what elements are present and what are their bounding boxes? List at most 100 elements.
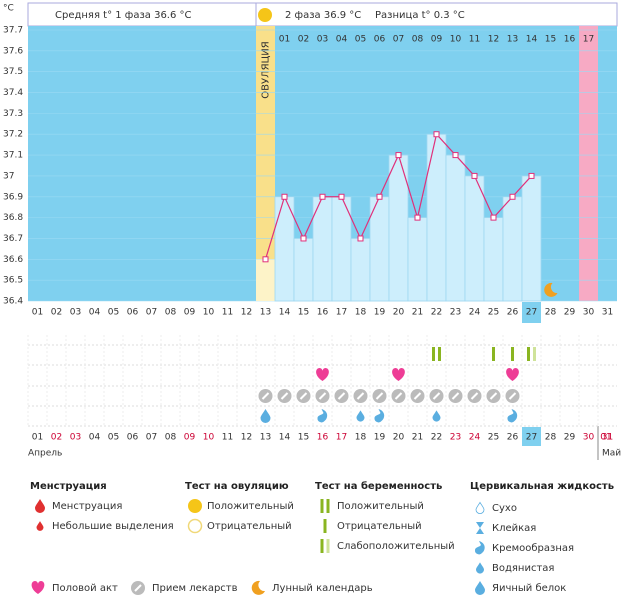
test-bar [527,347,530,361]
calendar-day: 06 [127,433,139,443]
y-tick-label: 36.5 [3,276,23,286]
calendar-day: 28 [545,433,557,443]
y-unit: °C [3,4,14,14]
icon-menstruation [35,499,45,513]
test-bar [326,499,330,513]
test-bar [326,539,330,553]
legend-label: Менструация [52,501,122,512]
day-label: 22 [431,308,442,318]
legend-label: Кремообразная [492,543,574,554]
day-label: 10 [203,308,215,318]
test-bar [533,347,536,361]
icon-egg-white [475,581,485,595]
y-tick-label: 37.3 [3,109,23,119]
y-tick-label: 37.1 [3,151,23,161]
calendar-day: 03 [70,433,81,443]
temp-point [490,214,497,221]
cycle-day: 15 [545,35,556,45]
difference: Разница t° 0.3 °C [375,10,465,21]
month-start: Апрель [28,449,62,459]
hourglass [476,522,484,534]
icon-moon [544,282,558,297]
heart [31,581,45,594]
icon-moon [251,580,265,595]
drop [476,562,484,574]
calendar-day: 31 [602,433,613,443]
day-label: 17 [336,308,347,318]
temp-column [293,238,314,302]
test-bar [432,347,435,361]
calendar-day: 30 [583,433,595,443]
temp-point [528,172,535,179]
legend-label: Отрицательный [337,521,422,532]
day-label: 31 [602,308,613,318]
y-tick-label: 36.4 [3,297,23,307]
y-tick-label: 37.5 [3,67,23,77]
icon-sticky [476,522,484,534]
day-label: 21 [412,308,423,318]
y-tick-label: 37.7 [3,26,23,36]
legend-label: Отрицательный [207,521,292,532]
legend-label: Клейкая [492,523,536,534]
drop [317,409,328,423]
phase2: 2 фаза 36.9 °C [285,10,361,21]
calendar-day: 25 [488,433,499,443]
icon-heart [392,368,405,381]
pill-line [451,392,460,400]
legend-title: Менструация [30,481,107,492]
day-label: 01 [32,308,43,318]
icon-pill [131,581,145,595]
cycle-day: 02 [298,35,309,45]
cycle-day: 09 [431,35,443,45]
calendar-day: 18 [355,433,367,443]
moon [544,282,558,297]
icon-pill [315,389,330,403]
day-label: 14 [279,308,291,318]
cycle-day: 06 [374,35,386,45]
temp-column [483,217,504,302]
temp-point [414,214,421,221]
calendar-day: 29 [564,433,576,443]
temp-column [350,238,371,302]
temp-point [433,131,440,138]
heart [316,368,329,381]
calendar-day: 02 [51,433,62,443]
y-tick-label: 36.6 [3,255,23,265]
calendar-day: 27 [526,433,537,443]
icon-pill [448,389,463,403]
legend-label: Положительный [207,501,294,512]
icon-heart [31,581,45,594]
day-label: 05 [108,308,119,318]
day-label: 08 [165,308,177,318]
icon-pill [429,389,444,403]
cycle-day: 05 [355,35,366,45]
legend-label: Небольшие выделения [52,521,174,532]
icon-pill [391,389,406,403]
drop [356,410,365,422]
moon [251,580,265,595]
drop [36,521,44,531]
day-label: 24 [469,308,481,318]
icon-spotting [36,521,44,531]
legend-label: Прием лекарств [152,583,238,594]
day-label: 25 [488,308,499,318]
pill-line [375,392,384,400]
day-label: 06 [127,308,139,318]
icon-heart [316,368,329,381]
icon-pill [467,389,482,403]
legend-label: Водянистая [492,563,554,574]
day-label: 28 [545,308,557,318]
day-label: 29 [564,308,576,318]
temp-point [281,193,288,200]
icon-pill [277,389,292,403]
ovulation-sun [258,8,272,22]
calendar-day: 05 [108,433,119,443]
cycle-day: 08 [412,35,424,45]
calendar-day: 13 [260,433,271,443]
cycle-day: 17 [583,35,594,45]
calendar-day: 17 [336,433,347,443]
calendar-day: 09 [184,433,196,443]
temp-column [502,196,523,302]
icon-pill [505,389,520,403]
legend-label: Половой акт [52,583,118,594]
